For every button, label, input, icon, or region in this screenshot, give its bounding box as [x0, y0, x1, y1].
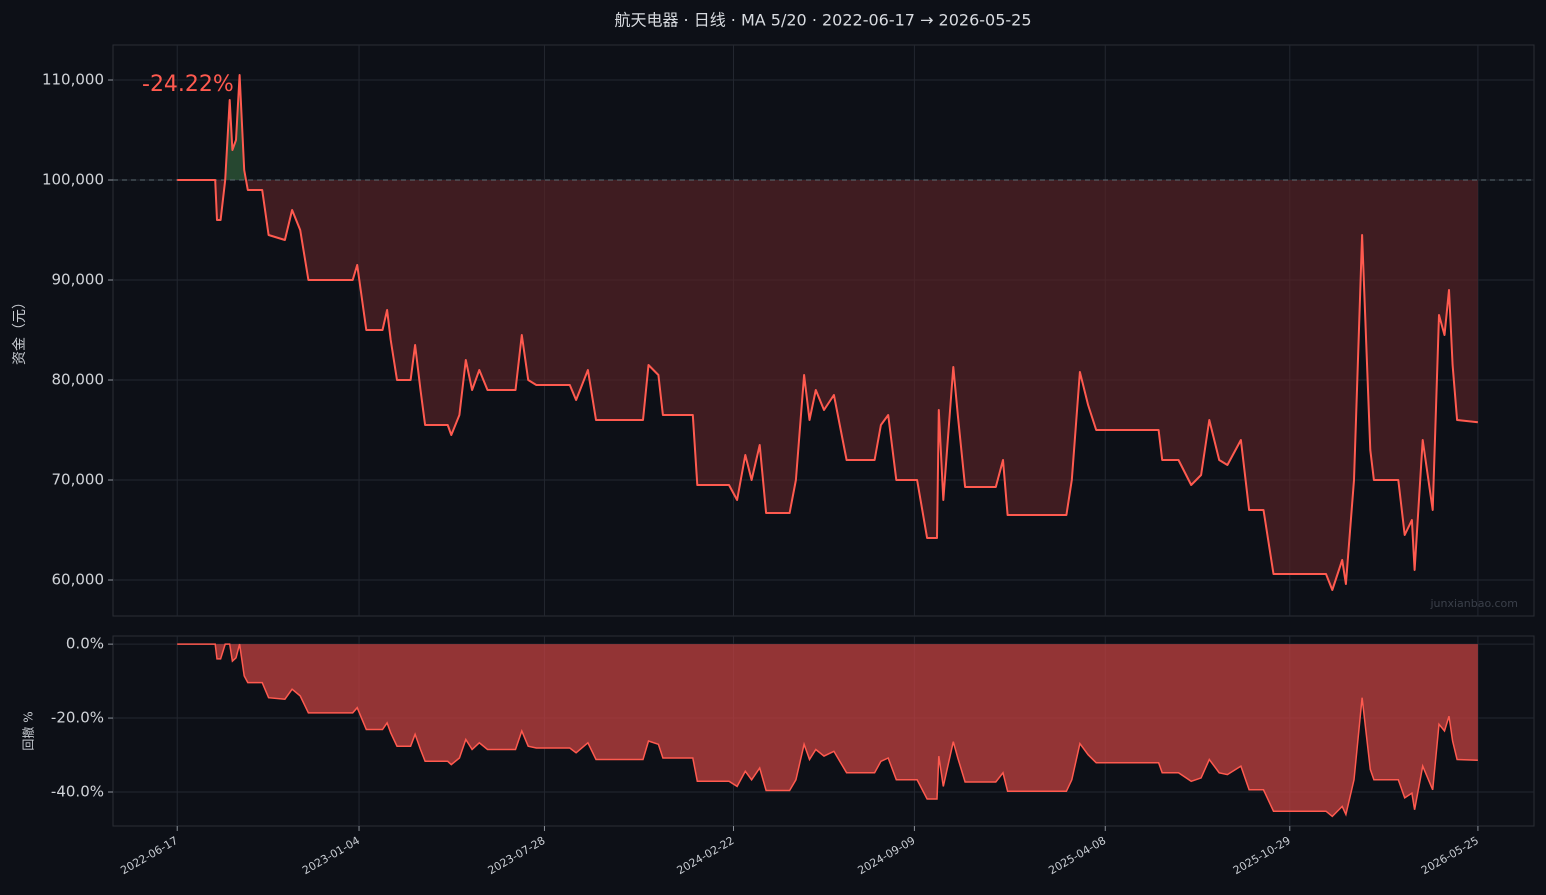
equity-line — [177, 74, 1479, 591]
loss-area — [177, 180, 1478, 590]
y-tick-label: -40.0% — [51, 782, 104, 800]
y-tick-label: 110,000 — [42, 71, 104, 89]
y-tick-label: 70,000 — [52, 471, 105, 489]
watermark: junxianbao.com — [1429, 597, 1518, 610]
drawdown-line — [177, 643, 1478, 818]
y-tick-label: 0.0% — [66, 635, 104, 653]
y-axis-label: 资金（元） — [12, 295, 28, 365]
y-tick-label: 60,000 — [52, 571, 105, 589]
y-tick-label: 90,000 — [52, 271, 105, 289]
y-axis-label: 回撤 % — [21, 711, 36, 750]
chart-title: 航天电器 · 日线 · MA 5/20 · 2022-06-17 → 2026-… — [614, 11, 1031, 30]
y-tick-label: 100,000 — [42, 171, 104, 189]
annotation: -24.22% — [142, 72, 234, 97]
drawdown-area — [177, 644, 1478, 817]
y-tick-label: -20.0% — [51, 709, 104, 727]
y-tick-label: 80,000 — [52, 371, 105, 389]
